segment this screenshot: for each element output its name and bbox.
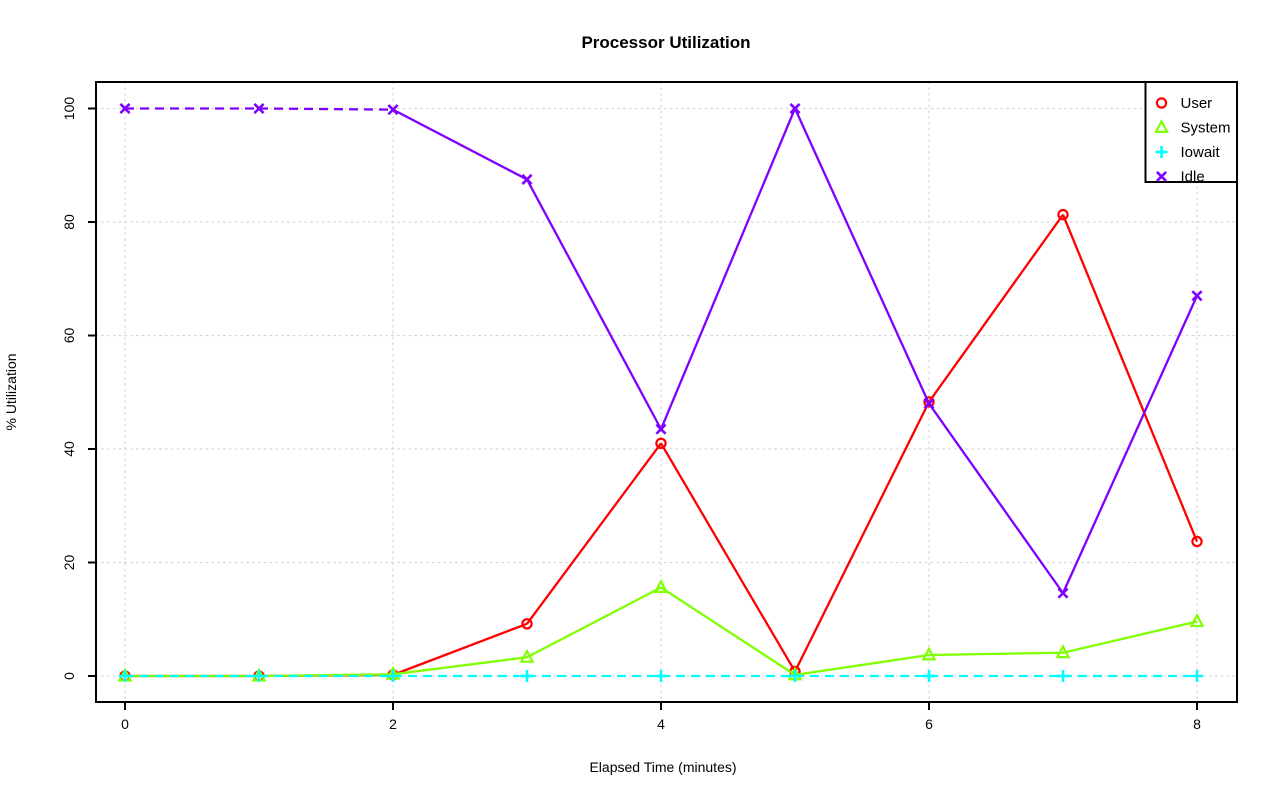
x-tick-label: 4	[657, 716, 665, 732]
series-line-idle	[793, 108, 931, 405]
x-axis-label: Elapsed Time (minutes)	[589, 759, 736, 775]
series-line-user	[1061, 214, 1199, 542]
series-line-system	[660, 586, 796, 676]
legend-label: System	[1181, 120, 1231, 137]
marker-x	[655, 423, 667, 435]
series-idle	[119, 102, 1203, 599]
series-line-idle	[258, 107, 394, 111]
x-tick-label: 2	[389, 716, 397, 732]
marker-triangle	[653, 578, 669, 593]
y-tick-label: 20	[61, 555, 77, 571]
marker-x	[1057, 587, 1069, 599]
marker-x	[387, 104, 399, 116]
marker-triangle	[921, 646, 937, 661]
series-line-user	[526, 442, 662, 625]
marker-x	[119, 102, 131, 115]
marker-x	[1191, 290, 1203, 302]
series-line-system	[1062, 620, 1198, 654]
legend-layer: User System Iowait Idle	[1144, 81, 1238, 186]
plot-box-layer	[95, 81, 1238, 703]
series-line-user	[660, 442, 796, 673]
marker-circle	[1191, 535, 1203, 548]
series-line-user	[392, 622, 528, 676]
plot-border	[95, 81, 1238, 703]
legend-item-iowait: Iowait	[1155, 144, 1221, 161]
legend-item-idle: Idle	[1155, 169, 1205, 186]
marker-triangle	[1055, 644, 1071, 659]
marker-x	[253, 102, 265, 115]
series-line-idle	[659, 108, 797, 430]
series-line-idle	[1061, 295, 1199, 594]
marker-triangle	[519, 648, 535, 663]
legend-label: Iowait	[1181, 144, 1221, 161]
y-tick-label: 0	[61, 672, 77, 680]
marker-circle	[1057, 208, 1069, 221]
marker-circle	[923, 396, 935, 408]
marker-triangle	[1154, 118, 1169, 133]
chart-title: Processor Utilization	[581, 33, 750, 52]
y-axis-label: % Utilization	[3, 353, 19, 430]
legend-label: Idle	[1181, 169, 1205, 186]
series-iowait	[119, 670, 1203, 682]
y-tick-label: 80	[61, 214, 77, 230]
marker-x	[789, 102, 801, 115]
legend-item-user: User	[1155, 95, 1213, 112]
marker-triangle	[1189, 612, 1205, 628]
series-line-system	[526, 586, 662, 659]
marker-x	[923, 398, 935, 410]
series-line-idle	[928, 402, 1064, 594]
marker-circle	[521, 618, 533, 630]
series-line-system	[392, 656, 528, 676]
y-tick-label: 100	[61, 97, 77, 121]
series-line-system	[928, 651, 1064, 657]
grid-layer	[95, 81, 1238, 703]
series-line-user	[928, 213, 1064, 403]
marker-x	[521, 173, 533, 185]
series-line-user	[793, 401, 931, 672]
series-line-idle	[392, 108, 528, 181]
legend-item-system: System	[1154, 118, 1231, 137]
y-tick-label: 40	[61, 441, 77, 457]
marker-circle	[1155, 97, 1168, 109]
x-tick-label: 6	[925, 716, 933, 732]
x-tick-label: 0	[121, 716, 129, 732]
legend-label: User	[1181, 95, 1213, 112]
x-tick-label: 8	[1193, 716, 1201, 732]
series-line-idle	[525, 178, 663, 430]
marker-circle	[655, 437, 667, 450]
marker-x	[1155, 170, 1168, 183]
series-system	[117, 578, 1205, 682]
series-line-system	[794, 653, 930, 677]
y-tick-label: 60	[61, 328, 77, 344]
series-layer	[117, 102, 1205, 682]
